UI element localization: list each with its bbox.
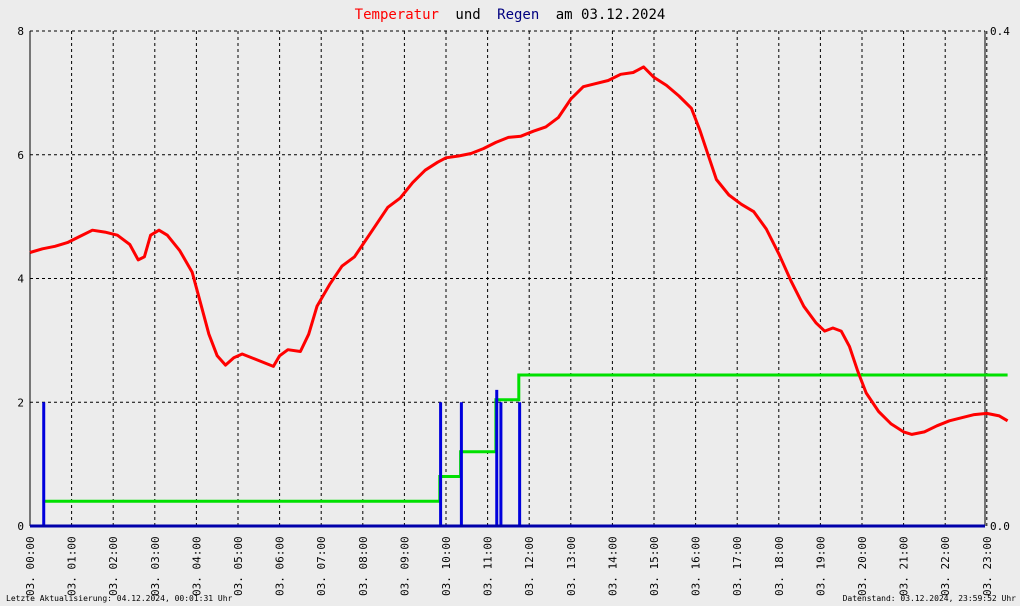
y-left-tick-label: 4	[17, 273, 24, 286]
footer-data-status: Datenstand: 03.12.2024, 23:59:52 Uhr	[843, 594, 1017, 603]
x-tick-label: 03. 02:00	[107, 536, 120, 596]
x-tick-label: 03. 11:00	[482, 536, 495, 596]
chart-title: Temperatur und Regen am 03.12.2024	[355, 7, 666, 23]
temperature-line	[29, 65, 1009, 436]
x-tick-label: 03. 03:00	[149, 536, 162, 596]
y-left-tick-label: 8	[17, 25, 24, 38]
chart-marks	[29, 65, 1009, 528]
x-tick-label: 03. 12:00	[523, 536, 536, 596]
x-tick-label: 03. 22:00	[939, 536, 952, 596]
x-tick-label: 03. 05:00	[232, 536, 245, 596]
x-tick-label: 03. 23:00	[981, 536, 994, 596]
y-left-tick-label: 0	[17, 520, 24, 533]
x-tick-label: 03. 13:00	[565, 536, 578, 596]
x-tick-label: 03. 04:00	[190, 536, 203, 596]
footer-last-update: Letzte Aktualisierung: 04.12.2024, 00:01…	[6, 594, 233, 603]
title-temperature: Temperatur	[355, 7, 439, 23]
x-tick-label: 03. 18:00	[773, 536, 786, 596]
x-tick-label: 03. 14:00	[606, 536, 619, 596]
tick-labels: 03. 00:00 03. 01:00 03. 02:00 03. 03:00 03. …	[17, 25, 1010, 596]
x-tick-label: 03. 09:00	[398, 536, 411, 596]
title-und: und	[455, 7, 480, 23]
rain-cumulative-line	[44, 373, 1008, 503]
x-tick-label: 03. 16:00	[690, 536, 703, 596]
grid-lines	[30, 30, 988, 526]
y-left-tick-label: 2	[17, 396, 24, 409]
x-tick-label: 03. 10:00	[440, 536, 453, 596]
x-tick-label: 03. 01:00	[66, 536, 79, 596]
x-tick-label: 03. 15:00	[648, 536, 661, 596]
x-tick-label: 03. 00:00	[24, 536, 37, 596]
x-tick-label: 03. 07:00	[315, 536, 328, 596]
axes	[29, 30, 986, 526]
x-tick-label: 03. 19:00	[814, 536, 827, 596]
x-tick-label: 03. 20:00	[856, 536, 869, 596]
x-tick-label: 03. 08:00	[357, 536, 370, 596]
y-right-tick-label: 0.0	[990, 520, 1010, 533]
x-tick-label: 03. 21:00	[898, 536, 911, 596]
y-right-tick-label: 0.4	[990, 25, 1010, 38]
x-tick-label: 03. 17:00	[731, 536, 744, 596]
x-tick-label: 03. 06:00	[274, 536, 287, 596]
title-date: am 03.12.2024	[556, 7, 666, 23]
y-left-tick-label: 6	[17, 149, 24, 162]
title-regen: Regen	[497, 7, 539, 23]
